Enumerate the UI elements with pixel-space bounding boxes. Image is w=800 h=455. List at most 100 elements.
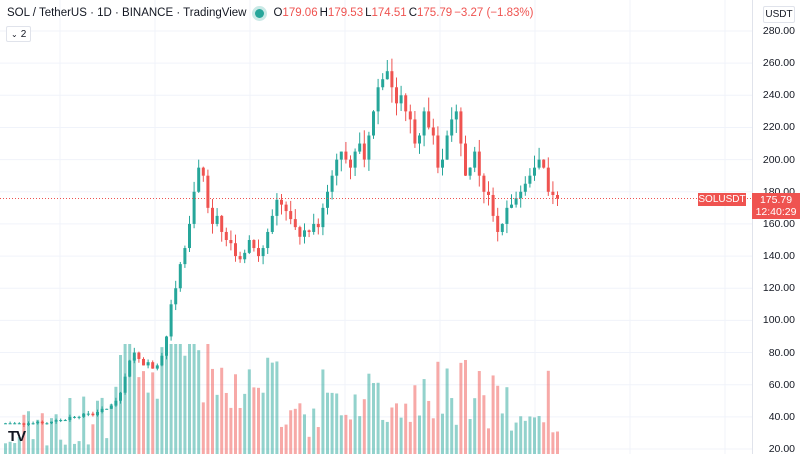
candle bbox=[100, 406, 104, 414]
volume-bar bbox=[436, 361, 440, 454]
volume-bar bbox=[505, 387, 509, 454]
market-status-icon[interactable] bbox=[255, 8, 265, 18]
candle bbox=[151, 360, 155, 369]
candle bbox=[243, 249, 247, 264]
candle bbox=[510, 194, 513, 209]
candle bbox=[473, 146, 477, 173]
volume-bar bbox=[40, 413, 44, 454]
symbol-price-label: SOLUSDT bbox=[698, 192, 746, 206]
candle bbox=[132, 347, 136, 364]
price-tick: 260.00 bbox=[762, 57, 795, 70]
candle bbox=[385, 59, 389, 80]
candle bbox=[252, 239, 256, 252]
volume-bar bbox=[27, 411, 30, 454]
volume-bar bbox=[523, 420, 527, 454]
price-tick: 40.00 bbox=[768, 410, 795, 423]
volume-bar bbox=[533, 417, 536, 454]
volume-bar bbox=[197, 350, 201, 454]
volume-bar bbox=[390, 407, 394, 454]
price-tick: 240.00 bbox=[762, 89, 795, 102]
volume-bar bbox=[413, 385, 417, 454]
price-tick: 280.00 bbox=[762, 25, 795, 37]
candle bbox=[155, 363, 159, 371]
collapse-indicators-button[interactable]: ⌄ 2 bbox=[6, 26, 32, 42]
candle bbox=[312, 213, 316, 235]
candle bbox=[280, 194, 283, 215]
volume-bar bbox=[165, 344, 168, 454]
candle bbox=[261, 245, 265, 265]
candle bbox=[500, 223, 504, 236]
candle bbox=[330, 170, 334, 200]
volume-bar bbox=[238, 407, 242, 454]
candle bbox=[220, 214, 224, 242]
candle bbox=[247, 235, 251, 255]
volume-bar bbox=[335, 393, 339, 454]
candle bbox=[349, 155, 352, 180]
open-value: 179.06 bbox=[282, 7, 318, 19]
volume-bar bbox=[68, 397, 72, 454]
last-price-value: 175.79 bbox=[759, 193, 793, 206]
candle bbox=[533, 155, 536, 181]
chart-pane[interactable]: SOL / TetherUS · 1D · BINANCE · TradingV… bbox=[0, 0, 752, 454]
volume-bar bbox=[367, 373, 371, 454]
symbol-title[interactable]: SOL / TetherUS · 1D · BINANCE · TradingV… bbox=[7, 7, 247, 19]
tradingview-logo[interactable]: TV bbox=[8, 428, 26, 445]
volume-bar bbox=[477, 371, 481, 454]
volume-bar bbox=[298, 403, 302, 454]
candle bbox=[40, 420, 44, 425]
candle bbox=[201, 166, 205, 182]
volume-bar bbox=[395, 403, 398, 454]
candle bbox=[238, 251, 242, 263]
candle bbox=[8, 421, 12, 425]
candle bbox=[13, 421, 17, 425]
volume-bar bbox=[119, 355, 122, 454]
candle bbox=[321, 203, 325, 236]
volume-bar bbox=[450, 398, 454, 454]
candle bbox=[142, 357, 145, 366]
candle bbox=[523, 176, 527, 196]
candle bbox=[211, 199, 214, 234]
volume-bar bbox=[63, 444, 67, 454]
candle bbox=[362, 130, 366, 168]
candle bbox=[519, 185, 523, 208]
volume-bar bbox=[82, 396, 86, 454]
high-value: 179.53 bbox=[327, 7, 364, 19]
volume-bar bbox=[142, 371, 145, 454]
candle bbox=[307, 229, 311, 238]
volume-bar bbox=[257, 387, 260, 454]
candle bbox=[487, 181, 490, 206]
volume-bar bbox=[132, 357, 136, 454]
volume-bar bbox=[31, 439, 35, 454]
volume-bar bbox=[399, 417, 403, 454]
volume-bar bbox=[59, 439, 63, 454]
candlestick-chart[interactable] bbox=[0, 0, 752, 454]
volume-bar bbox=[36, 419, 40, 454]
currency-button[interactable]: USDT bbox=[763, 6, 795, 23]
volume-bar bbox=[312, 408, 316, 454]
candle bbox=[206, 169, 210, 214]
volume-bar bbox=[146, 392, 150, 454]
candle bbox=[450, 107, 454, 142]
volume-bar bbox=[280, 426, 283, 454]
candle bbox=[82, 412, 86, 419]
candle bbox=[376, 78, 380, 125]
candle bbox=[215, 208, 219, 227]
price-axis[interactable]: USDT 280.00260.00240.00220.00200.00180.0… bbox=[752, 0, 800, 455]
candle bbox=[514, 191, 518, 208]
volume-bar bbox=[4, 443, 7, 454]
price-tick: 20.00 bbox=[768, 443, 795, 455]
volume-bar bbox=[261, 392, 265, 454]
volume-bar bbox=[8, 441, 12, 454]
price-tick: 120.00 bbox=[762, 282, 795, 295]
volume-bar bbox=[13, 443, 17, 454]
candle bbox=[27, 421, 30, 427]
volume-bar bbox=[344, 414, 348, 454]
candle bbox=[358, 132, 362, 154]
candle bbox=[183, 245, 187, 268]
volume-bar bbox=[211, 368, 214, 454]
candle bbox=[31, 421, 35, 425]
candle bbox=[353, 148, 357, 176]
candle bbox=[68, 414, 72, 422]
close-value: 175.79 bbox=[417, 7, 453, 19]
candle bbox=[22, 422, 26, 428]
